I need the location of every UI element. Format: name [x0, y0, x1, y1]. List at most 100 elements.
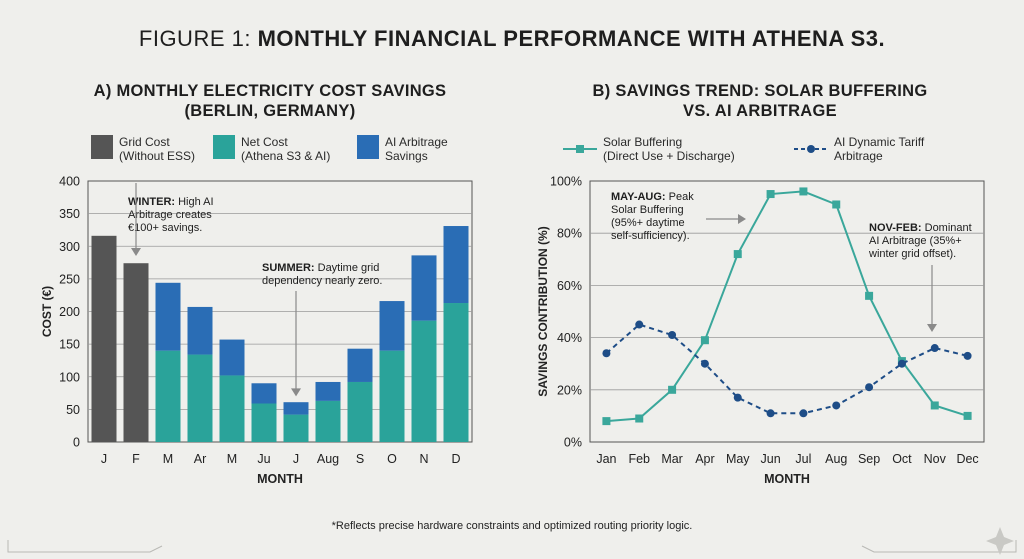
chart-a-annotation-arrow-head: [291, 388, 301, 397]
chart-a-xlabel: MONTH: [257, 472, 303, 486]
legend-swatch-ai-savings: [357, 135, 379, 159]
chart-b-annotation-arrow-head: [738, 214, 746, 224]
chart-b-xtick-label: Dec: [956, 452, 978, 466]
chart-b-xtick-label: Jan: [596, 452, 616, 466]
chart-a-bar-net-cost: [379, 350, 405, 442]
chart-b-point-ai: [635, 320, 644, 329]
chart-b-line-chart: 0% 20% 40% 60% 80% 100% Jan Feb Mar Apr May Jun Jul A…: [536, 175, 985, 486]
chart-a-ytick-label: 0: [73, 436, 80, 450]
chart-a-ytick-label: 150: [59, 338, 80, 352]
figure-title-main: MONTHLY FINANCIAL PERFORMANCE WITH ATHEN…: [257, 26, 886, 51]
legend-item-solar: Solar Buffering (Direct Use + Discharge): [563, 135, 735, 163]
chart-b-point-ai: [897, 359, 906, 368]
chart-b-xtick-label: Aug: [825, 452, 847, 466]
chart-a-ytick-label: 250: [59, 272, 80, 286]
chart-a-bar-ai-savings: [219, 339, 245, 376]
chart-a-bar-ai-savings: [411, 255, 437, 321]
chart-b-title: B) SAVINGS TREND: SOLAR BUFFERING VS. AI…: [530, 81, 990, 121]
chart-a-ylabel: COST (€): [40, 286, 54, 337]
chart-b-point-solar: [832, 200, 841, 209]
legend-label-ai-savings-2: Savings: [385, 149, 428, 163]
chart-a-title-line1: A) MONTHLY ELECTRICITY COST SAVINGS: [93, 82, 447, 100]
legend-label-ai-2: Arbitrage: [834, 149, 883, 163]
legend-item-grid-cost: Grid Cost (Without ESS): [91, 135, 195, 163]
chart-b-series-line-ai: [605, 323, 968, 415]
chart-b-annotation-nov-feb-line2: AI Arbitrage (35%+: [869, 235, 962, 247]
chart-a-bar-net-cost: [347, 381, 373, 442]
chart-a-ytick-label: 200: [59, 305, 80, 319]
chart-a-xtick-label: O: [387, 452, 397, 466]
legend-label-solar-1: Solar Buffering: [603, 135, 683, 149]
chart-a-bars: [91, 226, 469, 442]
chart-a-title: A) MONTHLY ELECTRICITY COST SAVINGS (BER…: [40, 81, 500, 121]
chart-b-point-ai: [865, 383, 874, 392]
chart-b-ylabel: SAVINGS CONTRIBUTION (%): [536, 226, 550, 396]
chart-a-xtick-label: Ar: [194, 452, 207, 466]
chart-b-point-solar: [668, 385, 677, 394]
chart-a-xtick-label: N: [419, 452, 428, 466]
chart-a-annotation-winter-line1: WINTER: High AI: [128, 196, 214, 208]
chart-a-bar-ai-savings: [187, 306, 213, 355]
chart-b-ytick-label: 60%: [557, 279, 582, 293]
chart-b-point-ai: [930, 344, 939, 353]
chart-a-grid: [87, 180, 473, 443]
chart-a-xtick-label: J: [293, 452, 299, 466]
legend-swatch-ai: [794, 145, 828, 153]
chart-b-point-solar: [930, 401, 939, 410]
chart-b-annotation-arrow-head: [927, 324, 937, 332]
chart-b-point-solar: [766, 190, 775, 199]
chart-b-point-ai: [799, 409, 808, 418]
chart-b-point-ai: [766, 409, 775, 418]
chart-b-xtick-label: Nov: [924, 452, 947, 466]
chart-b-title-line1: B) SAVINGS TREND: SOLAR BUFFERING: [592, 82, 928, 100]
chart-b-xlabel: MONTH: [764, 472, 810, 486]
chart-b-annotation-nov-feb-line3: winter grid offset).: [868, 248, 956, 260]
chart-a-bar-ai-savings: [347, 348, 373, 382]
chart-b-series-line-solar: [606, 190, 968, 423]
chart-a-bar-net-cost: [411, 320, 437, 442]
chart-b-point-solar: [799, 187, 808, 196]
chart-b-point-ai: [668, 330, 677, 339]
chart-b-xtick-label: Mar: [661, 452, 683, 466]
chart-b-point-solar: [733, 250, 742, 259]
chart-b-annotations: MAY-AUG: Peak Solar Buffering (95%+ dayt…: [611, 191, 972, 332]
chart-b-point-solar: [963, 411, 972, 420]
chart-a-bar-net-cost: [315, 400, 341, 442]
legend-label-net-cost-1: Net Cost: [241, 135, 288, 149]
chart-b-annotation-may-aug-line3: (95%+ daytime: [611, 217, 685, 229]
chart-b-grid: [589, 180, 985, 443]
chart-a-bar-ai-savings: [283, 402, 309, 415]
chart-b-ytick-label: 0%: [564, 436, 582, 450]
chart-a-annotation-arrow-head: [131, 248, 141, 257]
chart-a-bar-grid-cost: [91, 235, 117, 442]
chart-a-xtick-label: Ju: [257, 452, 270, 466]
legend-label-solar-2: (Direct Use + Discharge): [603, 149, 735, 163]
legend-label-ai-1: AI Dynamic Tariff: [834, 135, 925, 149]
chart-b-plot-border: [589, 180, 985, 443]
chart-b-title-line2: VS. AI ARBITRAGE: [683, 102, 837, 120]
legend-item-ai: AI Dynamic Tariff Arbitrage: [794, 135, 924, 163]
legend-swatch-grid-cost: [91, 135, 113, 159]
chart-a-xtick-label: S: [356, 452, 364, 466]
chart-a-xtick-label: M: [163, 452, 173, 466]
chart-b-annotation-nov-feb-line1: NOV-FEB: Dominant: [869, 222, 972, 234]
chart-a-bar-grid-cost: [123, 263, 149, 442]
chart-a-axes: 0 50 100 150 200 250 300 350 400 J F M Ar M Ju J Aug S O N D…: [40, 175, 461, 487]
chart-a-bar-ai-savings: [379, 301, 405, 351]
figure-title-prefix: FIGURE 1:: [138, 26, 251, 51]
chart-a-annotations: WINTER: High AI Arbitrage creates €100+ …: [128, 183, 382, 397]
chart-b-annotation-may-aug-line2: Solar Buffering: [611, 204, 684, 216]
chart-a-xtick-label: Aug: [317, 452, 339, 466]
chart-a-bar-net-cost: [155, 350, 181, 442]
chart-b-lines: [602, 187, 972, 426]
chart-b-annotation-may-aug-line1: MAY-AUG: Peak: [611, 191, 694, 203]
chart-a-bar-net-cost: [219, 375, 245, 442]
chart-b-point-solar: [700, 336, 709, 345]
chart-b-xtick-label: May: [726, 452, 750, 466]
chart-b-point-ai: [963, 351, 972, 360]
chart-a-xtick-label: M: [227, 452, 237, 466]
chart-a-bar-net-cost: [187, 354, 213, 442]
chart-a-bar-net-cost: [251, 403, 277, 442]
legend-swatch-net-cost: [213, 135, 235, 159]
chart-b-point-solar: [635, 414, 644, 423]
